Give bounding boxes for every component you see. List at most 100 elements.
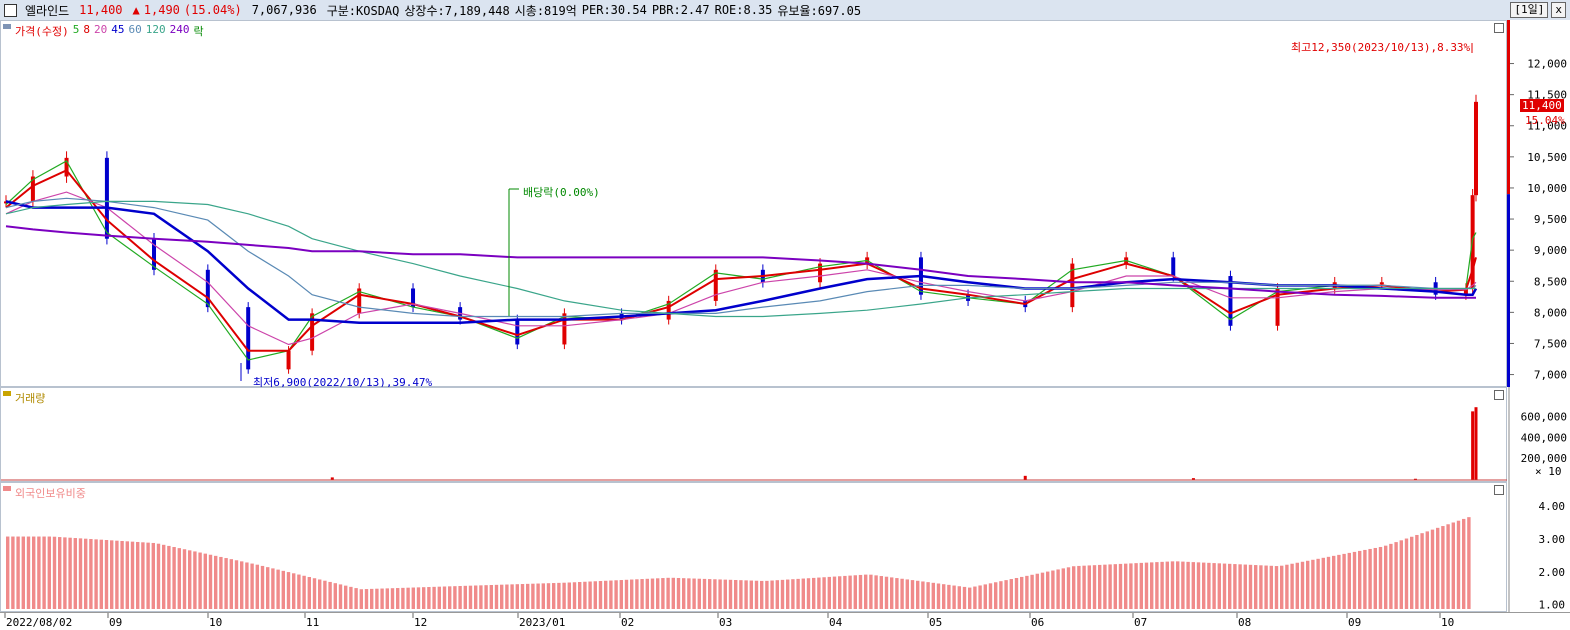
foreign-bar (765, 580, 769, 609)
foreign-bar (645, 578, 649, 609)
stock-name[interactable]: 엘라인드 (25, 3, 70, 18)
low-annotation: 최저6,900(2022/10/13),39.47% (253, 376, 433, 389)
foreign-bar (1009, 579, 1013, 609)
foreign-bar (1410, 536, 1414, 609)
foreign-bar (1124, 563, 1128, 609)
dividend-annotation: 배당락(0.00%) (523, 186, 600, 199)
foreign-bar (583, 581, 587, 609)
foreign-bar (47, 536, 51, 609)
panel-handle-icon[interactable] (3, 391, 11, 396)
foreign-tick-label: 1.00 (1539, 599, 1566, 612)
foreign-bar (1202, 562, 1206, 609)
foreign-bar (1446, 524, 1450, 609)
date-tick-label: 10 (1441, 616, 1454, 629)
foreign-bar (1467, 517, 1471, 609)
panel-menu-icon[interactable] (1494, 485, 1504, 495)
foreign-bar (1035, 573, 1039, 609)
foreign-bar (1326, 556, 1331, 609)
foreign-bar (858, 574, 863, 609)
panel-handle-icon[interactable] (3, 24, 11, 29)
foreign-bar (1186, 561, 1190, 609)
ma-8-line (5, 169, 1477, 352)
foreign-bar (604, 580, 608, 609)
foreign-panel[interactable]: 외국인보유비중 (0, 482, 1507, 612)
foreign-bar (281, 570, 285, 609)
foreign-bar (297, 574, 301, 609)
foreign-bar (1425, 531, 1429, 609)
foreign-bar (214, 555, 218, 609)
foreign-bar (84, 538, 88, 609)
foreign-bar (630, 579, 634, 609)
foreign-bar (104, 540, 109, 609)
select-checkbox[interactable] (4, 3, 17, 17)
foreign-bar (58, 537, 62, 609)
price-panel[interactable]: 가격(수정) 5 8 20 45 60 120 240 락 최고12,350(2… (0, 20, 1507, 389)
foreign-bar (1207, 562, 1211, 609)
foreign-bar (188, 550, 192, 609)
foreign-bar (780, 579, 785, 609)
foreign-bar (1233, 564, 1237, 609)
candle-body (64, 157, 69, 177)
legend-ma120: 120 (145, 23, 166, 36)
foreign-bar (942, 584, 946, 609)
header-bar: 엘라인드 11,400 ▲ 1,490 (15.04%) 7,067,936 구… (0, 0, 1570, 21)
foreign-bar (666, 577, 670, 609)
foreign-bar (1373, 547, 1377, 609)
foreign-bar (1129, 563, 1133, 609)
foreign-bar (344, 585, 348, 609)
price-tick-label: 10,000 (1527, 182, 1567, 195)
foreign-bar (1139, 562, 1143, 609)
candle-body (1228, 276, 1233, 326)
foreign-bar (874, 575, 878, 609)
foreign-bar (427, 587, 431, 609)
panel-handle-icon[interactable] (3, 486, 11, 491)
foreign-bar (1347, 552, 1351, 609)
range-bar-down (1507, 194, 1510, 387)
legend-ma8: 8 (83, 23, 90, 36)
foreign-bar (198, 552, 202, 609)
foreign-bar (801, 578, 805, 609)
foreign-bar (916, 580, 920, 609)
period-button[interactable]: [1일] (1510, 2, 1549, 18)
foreign-bar (676, 577, 681, 609)
date-tick-label: 03 (719, 616, 732, 629)
foreign-bar (1176, 561, 1180, 609)
foreign-bar (1285, 564, 1289, 609)
foreign-bar (1025, 575, 1029, 609)
reserve-ratio: 유보율:697.05 (777, 3, 862, 18)
foreign-legend-label: 외국인보유비중 (15, 487, 86, 500)
volume-panel[interactable]: 거래량 (0, 387, 1508, 482)
foreign-bar (1254, 565, 1258, 609)
foreign-bar (422, 587, 426, 609)
foreign-bar (640, 579, 644, 609)
foreign-bar (1082, 565, 1086, 609)
foreign-bar (1363, 549, 1367, 609)
foreign-bar (1004, 580, 1008, 609)
current-pct-tag: 15.04% (1525, 114, 1565, 127)
foreign-bar (286, 572, 291, 609)
foreign-bar (983, 584, 987, 609)
foreign-bar (1316, 558, 1320, 609)
foreign-bar (708, 579, 712, 609)
foreign-bar (1456, 520, 1461, 609)
foreign-bar (146, 542, 150, 609)
foreign-bar (505, 584, 509, 609)
ma-5-line (5, 160, 1477, 361)
candle-body (30, 176, 35, 202)
foreign-bar (1306, 560, 1310, 609)
price-tick-label: 10,500 (1527, 151, 1567, 164)
foreign-bar (271, 568, 275, 609)
foreign-bar (1087, 565, 1091, 609)
foreign-bar (697, 578, 701, 609)
foreign-bar (552, 583, 556, 609)
current-price-tag: 11,400 (1520, 99, 1564, 112)
volume-axis: 600,000 400,000 200,000 × 10 (1507, 387, 1570, 482)
foreign-bar (302, 575, 306, 609)
foreign-bar (1066, 567, 1071, 609)
panel-menu-icon[interactable] (1494, 23, 1504, 33)
foreign-bar (1415, 534, 1419, 609)
panel-menu-icon[interactable] (1494, 390, 1504, 400)
foreign-bar (1165, 561, 1169, 609)
legend-ma20: 20 (93, 23, 108, 36)
close-icon[interactable]: x (1551, 2, 1566, 18)
